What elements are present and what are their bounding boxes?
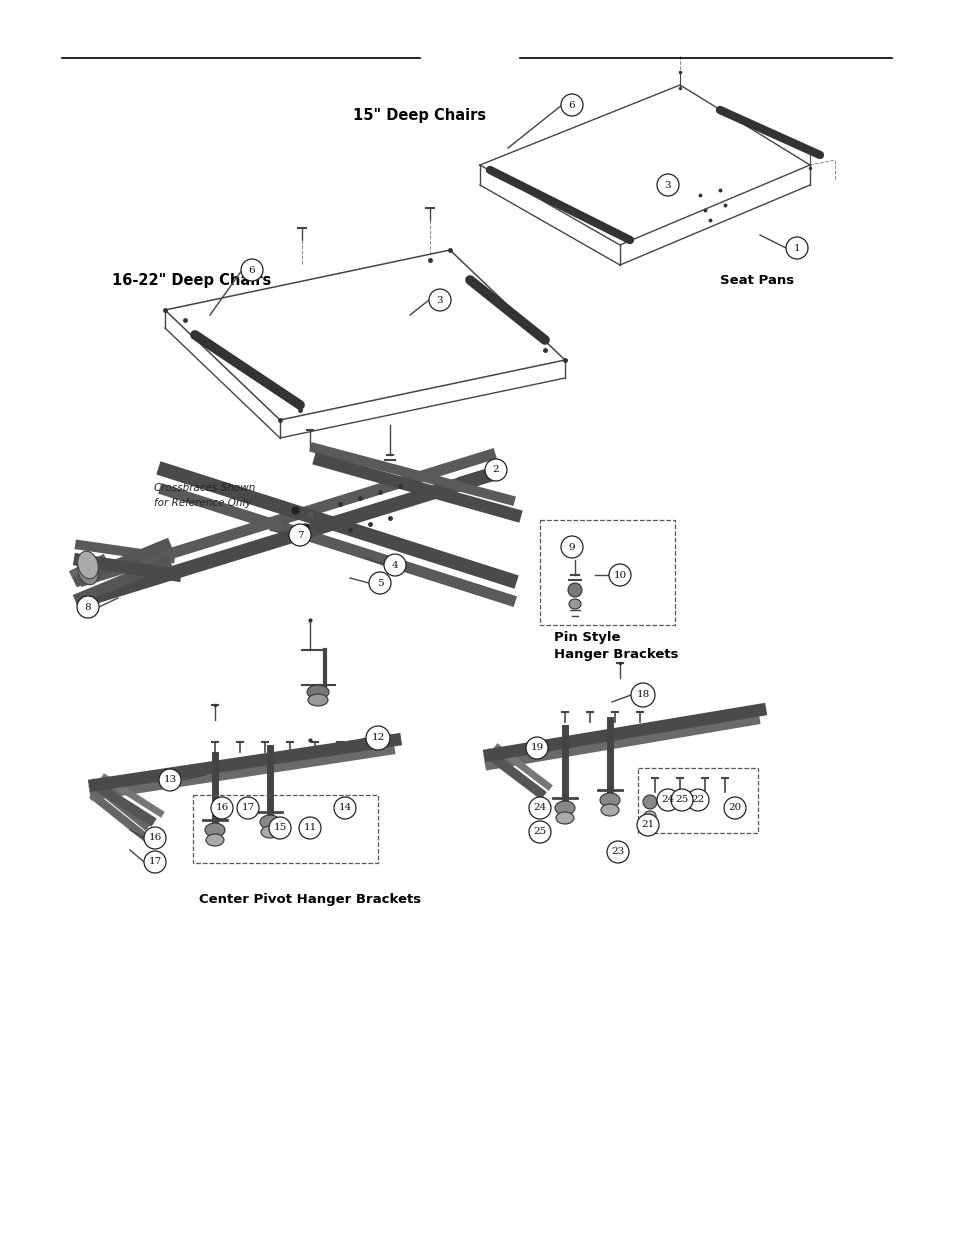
Text: 19: 19 [530, 743, 543, 752]
Text: 11: 11 [303, 824, 316, 832]
Text: 25: 25 [675, 795, 688, 804]
Text: 1: 1 [793, 243, 800, 252]
Ellipse shape [555, 802, 575, 815]
Text: 15" Deep Chairs: 15" Deep Chairs [353, 107, 486, 122]
Text: 24: 24 [533, 804, 546, 813]
Text: 2: 2 [492, 466, 498, 474]
Text: Hanger Brackets: Hanger Brackets [554, 648, 678, 662]
Text: 8: 8 [85, 603, 91, 611]
Ellipse shape [205, 823, 225, 837]
Text: Seat Pans: Seat Pans [720, 273, 793, 287]
Text: 6: 6 [249, 266, 255, 274]
Ellipse shape [643, 811, 656, 821]
Ellipse shape [77, 556, 98, 584]
Text: 23: 23 [611, 847, 624, 857]
Circle shape [525, 737, 547, 760]
Text: Crossbraces Shown: Crossbraces Shown [153, 483, 255, 493]
Ellipse shape [556, 811, 574, 824]
Circle shape [484, 459, 506, 480]
Circle shape [298, 818, 320, 839]
Text: 13: 13 [163, 776, 176, 784]
Circle shape [241, 259, 263, 282]
Text: 4: 4 [392, 561, 398, 569]
Circle shape [366, 726, 390, 750]
Circle shape [269, 818, 291, 839]
Text: 21: 21 [640, 820, 654, 830]
Circle shape [560, 94, 582, 116]
Ellipse shape [261, 826, 278, 839]
Ellipse shape [308, 694, 328, 706]
Text: 14: 14 [338, 804, 352, 813]
Text: 7: 7 [296, 531, 303, 540]
Ellipse shape [642, 795, 657, 809]
Circle shape [384, 555, 406, 576]
Ellipse shape [77, 551, 98, 579]
Circle shape [657, 789, 679, 811]
Text: 16-22" Deep Chairs: 16-22" Deep Chairs [112, 273, 271, 288]
Circle shape [529, 797, 551, 819]
Text: for Reference Only: for Reference Only [153, 498, 252, 508]
Text: 9: 9 [568, 542, 575, 552]
Text: Pin Style: Pin Style [554, 631, 619, 645]
Ellipse shape [599, 793, 619, 806]
Text: 3: 3 [436, 295, 443, 305]
Text: 16: 16 [215, 804, 229, 813]
Circle shape [657, 174, 679, 196]
Circle shape [211, 797, 233, 819]
Text: Center Pivot Hanger Brackets: Center Pivot Hanger Brackets [199, 893, 420, 906]
Circle shape [77, 597, 99, 618]
Text: 6: 6 [568, 100, 575, 110]
Ellipse shape [307, 685, 329, 699]
Text: 12: 12 [371, 734, 384, 742]
Circle shape [670, 789, 692, 811]
Circle shape [334, 797, 355, 819]
Text: 3: 3 [664, 180, 671, 189]
Circle shape [606, 841, 628, 863]
Circle shape [236, 797, 258, 819]
Text: 17: 17 [241, 804, 254, 813]
Text: 15: 15 [274, 824, 286, 832]
Circle shape [289, 524, 311, 546]
Ellipse shape [206, 834, 224, 846]
Circle shape [159, 769, 181, 790]
Circle shape [785, 237, 807, 259]
Text: 5: 5 [376, 578, 383, 588]
Circle shape [723, 797, 745, 819]
Ellipse shape [567, 583, 581, 597]
Circle shape [637, 814, 659, 836]
Ellipse shape [260, 815, 280, 829]
Ellipse shape [600, 804, 618, 816]
Circle shape [144, 851, 166, 873]
Text: 17: 17 [149, 857, 161, 867]
Text: 16: 16 [149, 834, 161, 842]
Text: 18: 18 [636, 690, 649, 699]
Circle shape [630, 683, 655, 706]
Circle shape [560, 536, 582, 558]
Text: 25: 25 [533, 827, 546, 836]
Ellipse shape [568, 599, 580, 609]
Circle shape [608, 564, 630, 585]
Text: 24: 24 [660, 795, 674, 804]
Text: 22: 22 [691, 795, 704, 804]
Circle shape [144, 827, 166, 848]
Text: 20: 20 [727, 804, 740, 813]
Text: 10: 10 [613, 571, 626, 579]
Circle shape [429, 289, 451, 311]
Circle shape [369, 572, 391, 594]
Circle shape [686, 789, 708, 811]
Circle shape [529, 821, 551, 844]
